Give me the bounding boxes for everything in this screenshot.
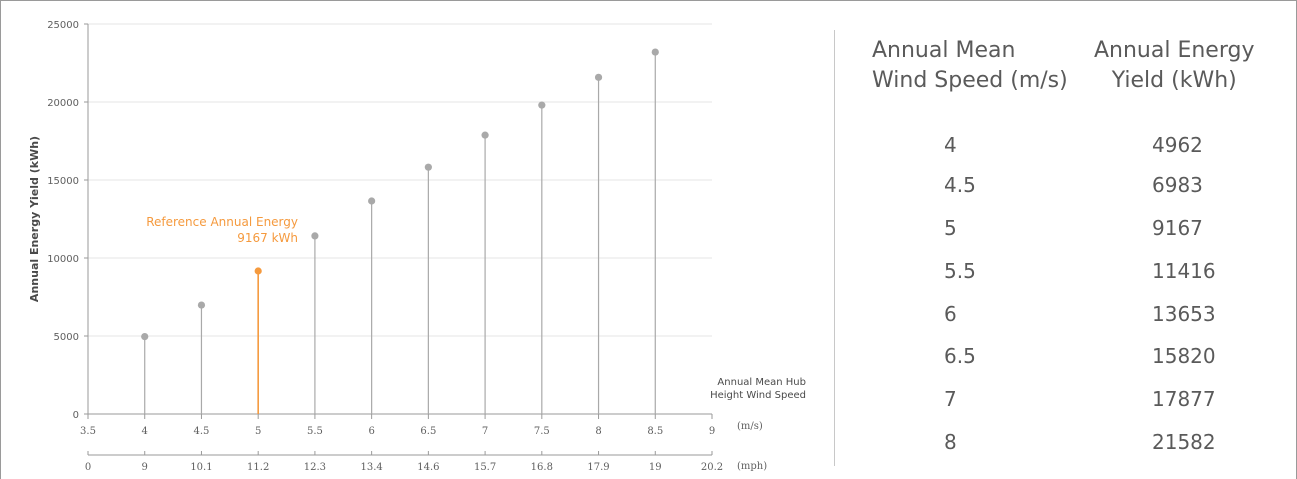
table-cell-wind-speed: 5 <box>944 216 957 240</box>
x-tick-label-ms: 3.5 <box>80 426 96 437</box>
x-tick-label-mph: 11.2 <box>247 462 269 473</box>
table-cell-wind-speed: 5.5 <box>944 259 976 283</box>
table-cell-energy-yield: 15820 <box>1152 344 1216 368</box>
y-tick-label: 10000 <box>47 254 79 265</box>
divider-line <box>834 30 835 466</box>
y-tick-label: 5000 <box>54 332 79 343</box>
x-tick-label-ms: 5 <box>255 426 261 437</box>
table-row: 5.5 11416 <box>858 259 1278 291</box>
table-cell-wind-speed: 6 <box>944 302 957 326</box>
data-point <box>594 73 603 81</box>
table-cell-wind-speed: 8 <box>944 430 957 454</box>
annotation-line2: 9167 kWh <box>237 231 298 245</box>
y-tick-label: 20000 <box>47 98 79 109</box>
table-row: 7 17877 <box>858 387 1278 419</box>
x-tick-label-ms: 9 <box>709 426 715 437</box>
data-point <box>311 232 319 240</box>
table-row: 6 13653 <box>858 302 1278 334</box>
x-unit-label-mph: (mph) <box>737 461 767 472</box>
table-cell-wind-speed: 4.5 <box>944 173 976 197</box>
y-tick-label: 25000 <box>47 20 79 31</box>
x-axis-title-line2: Height Wind Speed <box>710 390 806 401</box>
table-cell-energy-yield: 21582 <box>1152 430 1216 454</box>
x-tick-label-ms: 8 <box>595 426 601 437</box>
table-header-energy-yield: Annual Energy Yield (kWh) <box>1094 38 1255 93</box>
x-tick-label-mph: 17.9 <box>587 462 609 473</box>
data-point <box>481 131 489 139</box>
table-row: 4 4962 <box>858 133 1278 165</box>
table-cell-energy-yield: 17877 <box>1152 387 1216 411</box>
x-tick-label-mph: 10.1 <box>190 462 212 473</box>
annotation-line1: Reference Annual Energy <box>146 215 298 229</box>
energy-yield-chart: 0 5000 10000 15000 20000 25000 Annual Energy Y… <box>28 20 806 473</box>
x-tick-label-ms: 4 <box>142 426 148 437</box>
table-cell-wind-speed: 7 <box>944 387 957 411</box>
x-tick-label-mph: 14.6 <box>417 462 439 473</box>
x-tick-label-mph: 16.8 <box>531 462 553 473</box>
table-cell-wind-speed: 6.5 <box>944 344 976 368</box>
table-cell-energy-yield: 13653 <box>1152 302 1216 326</box>
x-tick-label-mph: 19 <box>649 462 662 473</box>
data-point <box>197 301 206 309</box>
table-cell-energy-yield: 6983 <box>1152 173 1203 197</box>
data-point <box>651 48 659 56</box>
table-cell-wind-speed: 4 <box>944 133 957 157</box>
x-tick-label-mph: 0 <box>85 462 91 473</box>
data-point <box>254 267 262 275</box>
table-row: 5 9167 <box>858 216 1278 248</box>
x-tick-label-mph: 9 <box>142 462 148 473</box>
table-row: 8 21582 <box>858 430 1278 462</box>
table-row: 4.5 6983 <box>858 173 1278 205</box>
table-cell-energy-yield: 9167 <box>1152 216 1203 240</box>
y-tick-label: 15000 <box>47 176 79 187</box>
table-cell-energy-yield: 11416 <box>1152 259 1216 283</box>
data-point <box>368 197 376 205</box>
y-axis-title: Annual Energy Yield (kWh) <box>28 136 41 302</box>
x-tick-label-ms: 8.5 <box>647 426 663 437</box>
x-tick-label-mph: 20.2 <box>701 462 723 473</box>
table-row: 6.5 15820 <box>858 344 1278 376</box>
x-tick-label-ms: 6.5 <box>420 426 436 437</box>
x-tick-label-mph: 12.3 <box>304 462 326 473</box>
data-point <box>424 163 432 171</box>
x-tick-label-ms: 5.5 <box>307 426 323 437</box>
frame-top-border <box>0 0 1297 1</box>
x-tick-label-ms: 7 <box>482 426 488 437</box>
x-tick-label-mph: 13.4 <box>361 462 383 473</box>
table-header-wind-speed: Annual Mean Wind Speed (m/s) <box>872 38 1068 93</box>
data-point <box>141 332 149 341</box>
data-point <box>538 101 546 109</box>
x-axis-title-line1: Annual Mean Hub <box>717 377 806 388</box>
x-unit-label-ms: (m/s) <box>737 421 763 432</box>
x-tick-label-ms: 4.5 <box>194 426 210 437</box>
table-cell-energy-yield: 4962 <box>1152 133 1203 157</box>
x-tick-label-ms: 7.5 <box>534 426 550 437</box>
x-tick-label-mph: 15.7 <box>474 462 496 473</box>
x-tick-label-ms: 6 <box>368 426 374 437</box>
y-tick-label: 0 <box>73 410 79 421</box>
frame-left-border <box>0 0 1 479</box>
